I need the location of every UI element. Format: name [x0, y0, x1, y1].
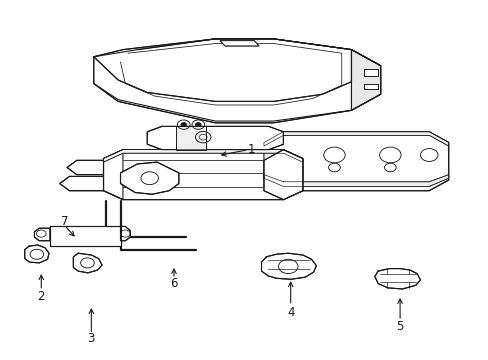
Text: 3: 3	[87, 333, 95, 346]
Polygon shape	[94, 39, 351, 102]
Text: 4: 4	[286, 306, 294, 319]
Polygon shape	[147, 126, 283, 150]
Polygon shape	[67, 160, 103, 175]
Text: 6: 6	[170, 277, 177, 290]
Polygon shape	[363, 84, 377, 89]
Polygon shape	[374, 269, 420, 289]
Text: 1: 1	[247, 143, 255, 156]
Polygon shape	[220, 41, 259, 46]
Circle shape	[195, 122, 201, 127]
Text: 5: 5	[396, 320, 403, 333]
Text: 2: 2	[38, 289, 45, 303]
Polygon shape	[261, 253, 316, 279]
Polygon shape	[94, 39, 380, 123]
Polygon shape	[351, 50, 380, 111]
Polygon shape	[264, 150, 302, 200]
Polygon shape	[73, 253, 102, 273]
Polygon shape	[120, 162, 179, 194]
Circle shape	[181, 122, 186, 127]
Polygon shape	[264, 132, 448, 146]
Polygon shape	[264, 175, 448, 186]
Polygon shape	[25, 245, 49, 263]
Polygon shape	[264, 132, 448, 191]
Polygon shape	[103, 150, 302, 200]
Text: 7: 7	[61, 215, 68, 228]
Polygon shape	[363, 69, 377, 76]
Polygon shape	[34, 228, 50, 241]
Polygon shape	[50, 226, 120, 246]
Polygon shape	[60, 176, 103, 191]
Polygon shape	[176, 126, 205, 150]
Polygon shape	[103, 150, 302, 162]
Polygon shape	[120, 226, 130, 241]
